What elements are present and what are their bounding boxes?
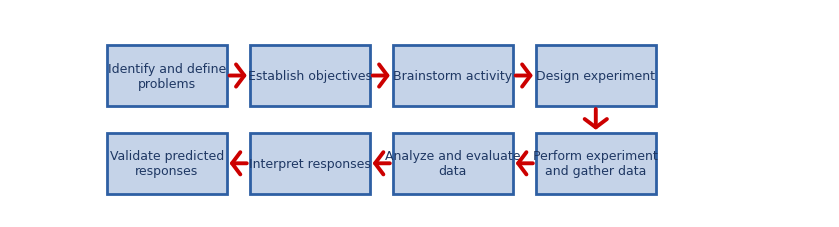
FancyBboxPatch shape bbox=[249, 46, 370, 107]
Text: Perform experiment
and gather data: Perform experiment and gather data bbox=[534, 150, 658, 178]
FancyBboxPatch shape bbox=[535, 133, 656, 194]
FancyBboxPatch shape bbox=[393, 133, 513, 194]
Text: Design experiment: Design experiment bbox=[536, 70, 655, 83]
FancyBboxPatch shape bbox=[107, 46, 227, 107]
Text: Identify and define
problems: Identify and define problems bbox=[107, 62, 226, 90]
Text: Analyze and evaluate
data: Analyze and evaluate data bbox=[385, 150, 520, 178]
FancyBboxPatch shape bbox=[249, 133, 370, 194]
FancyBboxPatch shape bbox=[393, 46, 513, 107]
Text: Brainstorm activity: Brainstorm activity bbox=[393, 70, 513, 83]
Text: Establish objectives: Establish objectives bbox=[248, 70, 372, 83]
FancyBboxPatch shape bbox=[535, 46, 656, 107]
FancyBboxPatch shape bbox=[107, 133, 227, 194]
Text: Validate predicted
responses: Validate predicted responses bbox=[110, 150, 224, 178]
Text: Interpret responses: Interpret responses bbox=[248, 157, 371, 170]
